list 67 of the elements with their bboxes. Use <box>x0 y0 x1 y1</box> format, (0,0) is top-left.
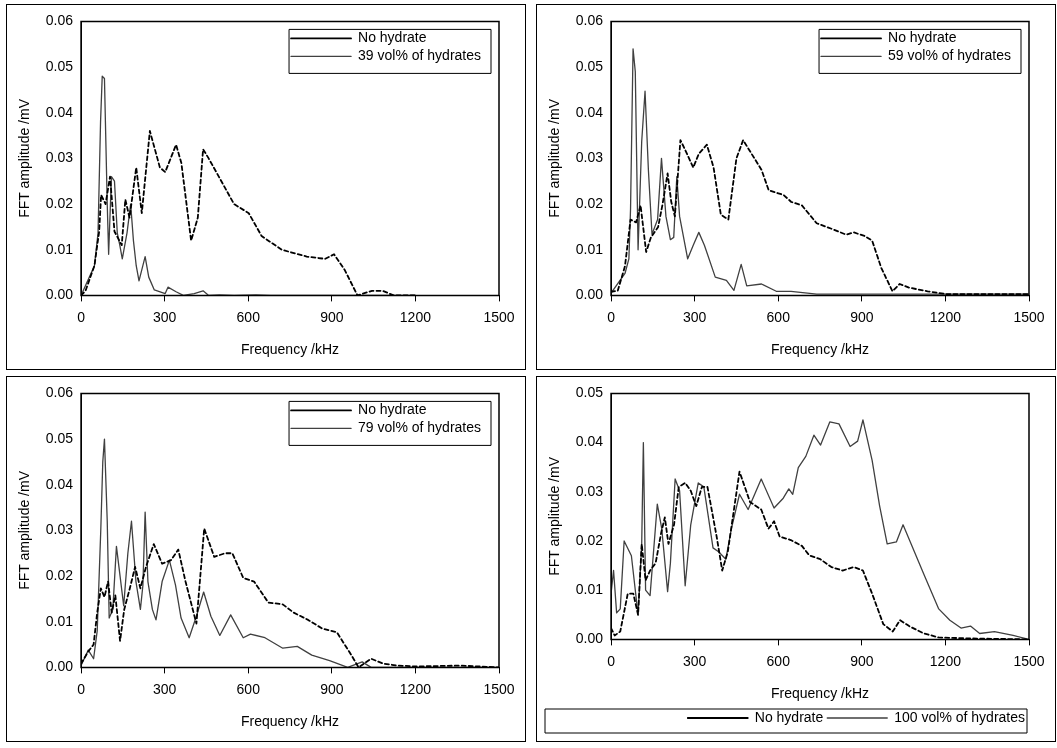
x-tick-label: 900 <box>850 308 874 325</box>
y-axis-title: FFT amplitude /mV <box>16 98 33 218</box>
x-tick-label: 1500 <box>483 308 515 325</box>
x-tick-label: 0 <box>607 308 616 325</box>
x-tick-label: 600 <box>236 308 261 325</box>
y-axis-title: FFT amplitude /mV <box>546 98 563 218</box>
x-tick-label: 1500 <box>1013 308 1045 325</box>
x-tick-label: 900 <box>320 680 344 697</box>
x-tick-label: 1200 <box>929 308 962 325</box>
y-tick-label: 0.05 <box>45 57 74 74</box>
x-axis-title: Frequency /kHz <box>771 685 870 702</box>
legend-label: No hydrate <box>888 29 957 46</box>
x-tick-label: 1200 <box>399 308 432 325</box>
y-tick-label: 0.04 <box>45 103 74 120</box>
y-tick-label: 0.03 <box>45 149 74 166</box>
y-tick-label: 0.03 <box>575 482 604 499</box>
x-tick-label: 300 <box>682 308 707 325</box>
x-tick-label: 300 <box>682 652 707 669</box>
legend-label: No hydrate <box>358 29 427 46</box>
x-tick-label: 0 <box>607 652 616 669</box>
y-tick-label: 0.05 <box>575 384 604 401</box>
y-tick-label: 0.00 <box>45 286 74 303</box>
x-tick-label: 1200 <box>399 680 432 697</box>
x-tick-label: 300 <box>152 680 177 697</box>
legend-label: 79 vol% of hydrates <box>358 419 482 436</box>
y-tick-label: 0.01 <box>45 612 74 629</box>
y-tick-label: 0.04 <box>575 103 604 120</box>
y-tick-label: 0.06 <box>45 384 74 401</box>
legend-label: 59 vol% of hydrates <box>888 47 1012 64</box>
x-tick-label: 600 <box>766 308 791 325</box>
legend-label: No hydrate <box>754 708 824 725</box>
y-tick-label: 0.02 <box>45 566 74 583</box>
x-tick-label: 300 <box>152 308 177 325</box>
y-tick-label: 0.02 <box>45 194 74 211</box>
x-tick-label: 0 <box>77 308 86 325</box>
x-tick-label: 1200 <box>929 652 962 669</box>
y-tick-label: 0.06 <box>45 12 74 29</box>
x-axis-title: Frequency /kHz <box>241 341 340 358</box>
y-tick-label: 0.05 <box>45 429 74 446</box>
y-tick-label: 0.04 <box>45 475 74 492</box>
legend-label: No hydrate <box>358 401 427 418</box>
legend-label: 100 vol% of hydrates <box>894 708 1026 725</box>
y-tick-label: 0.03 <box>45 521 74 538</box>
legend-label: 39 vol% of hydrates <box>358 47 482 64</box>
y-tick-label: 0.01 <box>45 240 74 257</box>
y-tick-label: 0.04 <box>575 433 604 450</box>
y-tick-label: 0.01 <box>575 240 604 257</box>
y-tick-label: 0.05 <box>575 57 604 74</box>
x-tick-label: 900 <box>320 308 344 325</box>
x-axis-title: Frequency /kHz <box>771 341 870 358</box>
x-tick-label: 900 <box>850 652 874 669</box>
y-tick-label: 0.02 <box>575 531 604 548</box>
x-tick-label: 1500 <box>483 680 515 697</box>
x-tick-label: 0 <box>77 680 86 697</box>
y-tick-label: 0.00 <box>575 630 604 647</box>
y-axis-title: FFT amplitude /mV <box>16 470 33 590</box>
y-axis-title: FFT amplitude /mV <box>546 456 563 576</box>
y-tick-label: 0.02 <box>575 194 604 211</box>
y-tick-label: 0.00 <box>45 658 74 675</box>
y-tick-label: 0.01 <box>575 581 604 598</box>
x-tick-label: 1500 <box>1013 652 1045 669</box>
x-axis-title: Frequency /kHz <box>241 713 340 730</box>
y-tick-label: 0.00 <box>575 286 604 303</box>
x-tick-label: 600 <box>236 680 261 697</box>
y-tick-label: 0.06 <box>575 12 604 29</box>
y-tick-label: 0.03 <box>575 149 604 166</box>
x-tick-label: 600 <box>766 652 791 669</box>
